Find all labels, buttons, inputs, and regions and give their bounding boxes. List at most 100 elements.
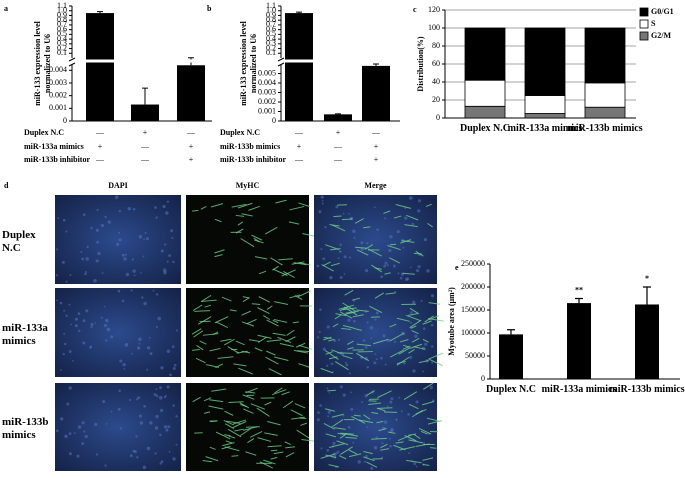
condition-mark: —	[95, 128, 105, 137]
nucleus	[95, 259, 99, 263]
myotube	[225, 440, 233, 444]
condition-mark: —	[371, 128, 381, 137]
y-tick-label: 0.4	[266, 34, 276, 43]
nucleus	[383, 264, 387, 268]
myotube	[241, 213, 253, 217]
nucleus	[364, 269, 369, 273]
bar	[177, 65, 205, 121]
nucleus	[172, 457, 176, 461]
condition-label: Duplex N.C	[24, 128, 64, 137]
myotube	[283, 271, 295, 278]
myotube	[356, 352, 370, 362]
myotube	[237, 202, 253, 209]
myotube	[423, 382, 434, 390]
myotube	[363, 456, 375, 462]
myotube	[328, 464, 340, 468]
myotube	[328, 356, 338, 360]
myotube	[343, 311, 356, 315]
myotube	[266, 339, 282, 342]
nucleus	[61, 260, 65, 264]
condition-mark: —	[140, 155, 150, 164]
y-tick-label: 0.3	[266, 39, 276, 48]
nucleus	[430, 294, 435, 298]
nucleus	[319, 308, 322, 311]
myotube	[353, 327, 362, 331]
nucleus	[415, 400, 419, 404]
nucleus	[142, 465, 147, 470]
condition-mark: +	[297, 142, 302, 151]
myotube	[224, 338, 235, 346]
condition-label: miR-133a mimics	[24, 142, 84, 151]
myotube	[215, 321, 229, 328]
myotube	[241, 350, 251, 354]
nucleus	[124, 253, 128, 256]
nucleus	[118, 389, 121, 392]
myotube	[408, 313, 419, 316]
nucleus	[339, 243, 342, 247]
nucleus	[63, 342, 67, 346]
y-tick-label: 1.0	[57, 6, 67, 15]
myotube	[342, 302, 357, 312]
myotube	[209, 347, 221, 352]
myotube	[401, 240, 415, 243]
significance: **	[575, 285, 583, 294]
nucleus	[138, 337, 142, 341]
myotube	[413, 252, 423, 255]
nucleus	[413, 462, 417, 466]
nucleus	[119, 359, 123, 363]
myotube	[211, 388, 227, 392]
myotube	[408, 439, 424, 444]
myotube	[410, 325, 417, 329]
nucleus	[149, 421, 153, 425]
nucleus	[348, 256, 352, 259]
myotube	[424, 315, 434, 323]
nucleus	[82, 319, 86, 323]
nucleus	[326, 325, 330, 329]
myotube	[369, 305, 383, 314]
condition-label: miR-133b inhibitor	[24, 155, 90, 164]
legend-label: G2/M	[651, 31, 671, 40]
y-axis-label: normalized to U6	[249, 34, 258, 93]
myotube	[383, 210, 391, 214]
myotube	[342, 325, 355, 329]
nucleus	[162, 268, 167, 273]
nucleus	[72, 359, 74, 362]
nucleus	[327, 415, 330, 418]
nucleus	[90, 325, 93, 329]
nucleus	[132, 269, 136, 273]
myotube	[270, 257, 283, 266]
y-tick-label: 0.1	[266, 48, 276, 57]
myotube	[340, 446, 353, 455]
myotube	[328, 443, 345, 448]
nucleus	[84, 434, 88, 439]
myotube	[329, 224, 340, 227]
nucleus	[389, 400, 393, 404]
myotube	[272, 268, 288, 276]
nucleus	[155, 388, 158, 391]
myotube	[324, 408, 336, 412]
nucleus	[103, 305, 106, 308]
nucleus	[166, 260, 169, 263]
nucleus	[353, 319, 356, 323]
myotube	[364, 244, 373, 250]
nucleus	[137, 396, 141, 400]
nucleus	[166, 349, 171, 353]
nucleus	[402, 246, 405, 249]
error-bar	[575, 297, 583, 304]
myotube	[274, 387, 283, 394]
nucleus	[348, 213, 350, 215]
myotube	[229, 309, 237, 312]
nucleus	[316, 264, 320, 268]
myotube	[376, 407, 393, 409]
nucleus	[165, 211, 169, 215]
myotube	[273, 318, 288, 323]
nucleus	[170, 229, 174, 233]
myotube	[333, 215, 342, 218]
myotube	[202, 459, 213, 463]
nucleus	[95, 228, 99, 232]
myotube	[325, 454, 337, 459]
nucleus	[423, 237, 428, 242]
nucleus	[96, 208, 99, 212]
condition-mark: +	[374, 155, 379, 164]
nucleus	[94, 322, 97, 324]
